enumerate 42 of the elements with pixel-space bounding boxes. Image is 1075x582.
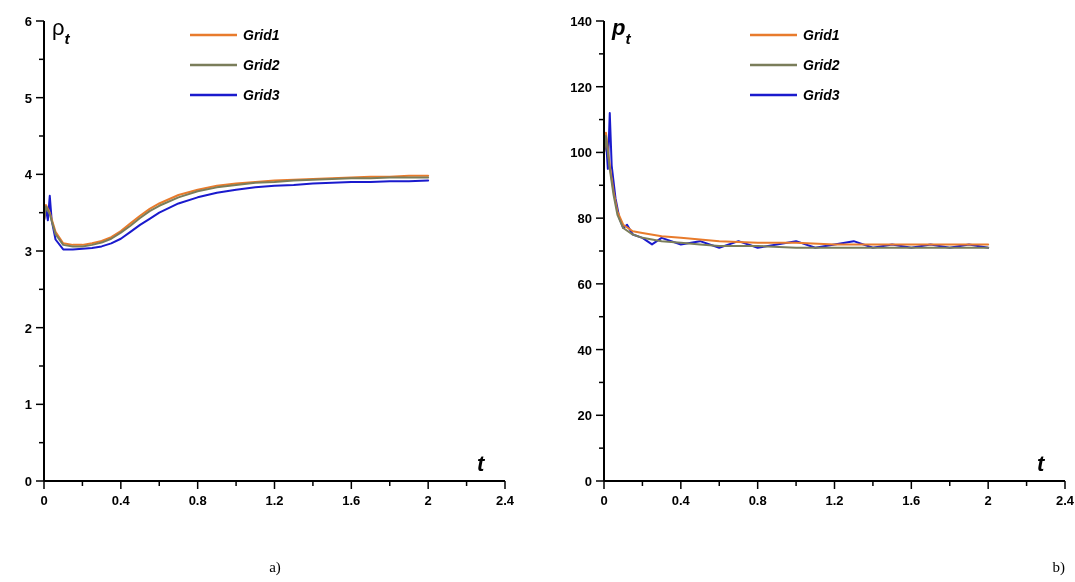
y-tick-label: 60 <box>577 276 592 292</box>
x-tick-label: 0 <box>40 493 48 508</box>
y-axis-title: ρ$_{t}$ <box>52 15 71 47</box>
x-tick-label: 1.6 <box>342 493 361 508</box>
text: a) <box>269 559 281 576</box>
x-axis-title: t <box>477 451 486 476</box>
x-tick-label: 1.2 <box>265 493 284 508</box>
y-tick-label: 0 <box>24 474 32 489</box>
y-tick-label: 140 <box>570 14 592 29</box>
y-axis-title: p$_{t}$ <box>611 15 632 47</box>
y-tick-label: 100 <box>570 145 592 161</box>
legend-label: Grid2 <box>243 57 280 73</box>
y-tick-label: 2 <box>24 320 32 336</box>
x-tick-label: 2.4 <box>1055 493 1075 508</box>
x-tick-label: 2.4 <box>495 493 515 508</box>
legend-label: Grid3 <box>803 87 840 103</box>
x-tick-label: 0.8 <box>188 493 207 508</box>
x-tick-label: 0 <box>600 493 608 508</box>
x-tick-label: 0.8 <box>748 493 767 508</box>
x-tick-label: 2 <box>984 493 992 508</box>
y-tick-label: 120 <box>570 79 592 95</box>
line-series <box>603 112 990 249</box>
x-axis-title: t <box>1037 451 1046 476</box>
legend-label: Grid2 <box>803 57 840 73</box>
x-tick-label: 1.6 <box>902 493 921 508</box>
y-tick-label: 80 <box>577 211 592 227</box>
y-tick-label: 40 <box>577 342 592 358</box>
x-tick-label: 2 <box>424 493 432 508</box>
x-tick-label: 0.4 <box>671 493 691 508</box>
y-tick-label: 6 <box>24 14 32 29</box>
y-tick-label: 3 <box>24 244 32 259</box>
y-tick-label: 0 <box>584 474 592 489</box>
y-tick-label: 4 <box>24 167 33 183</box>
x-tick-label: 0.4 <box>111 493 131 508</box>
y-tick-label: 1 <box>24 397 32 413</box>
y-tick-label: 20 <box>577 408 592 424</box>
legend-label: Grid1 <box>243 27 280 43</box>
text: b) <box>1052 559 1065 576</box>
legend-label: Grid1 <box>803 27 840 43</box>
legend-label: Grid3 <box>243 87 280 103</box>
x-tick-label: 1.2 <box>825 493 844 508</box>
y-tick-label: 5 <box>24 90 32 106</box>
